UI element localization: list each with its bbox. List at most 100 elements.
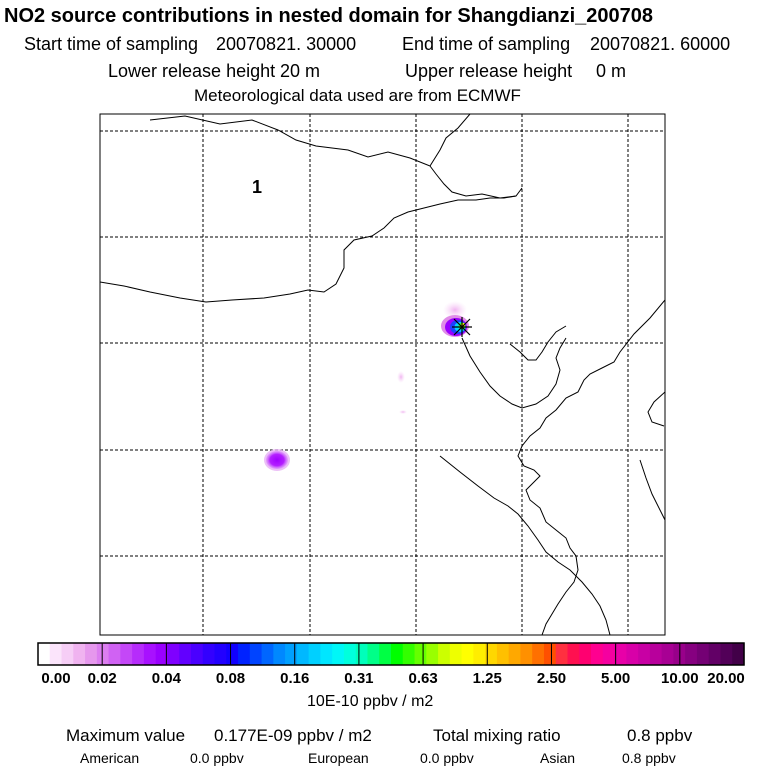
colorbar-cell (273, 643, 286, 665)
colorbar-cell (602, 643, 616, 665)
colorbar-cell (696, 643, 710, 665)
colorbar-cell (391, 643, 404, 665)
colorbar-cell (567, 643, 580, 665)
source-american-label: American (80, 750, 140, 766)
colorbar-tick-label: 2.50 (536, 670, 567, 687)
colorbar-tick-label: 0.08 (215, 670, 246, 687)
total-mixing-ratio-label: Total mixing ratio (433, 726, 561, 745)
colorbar-frame (37, 642, 745, 666)
start-time-value: 20070821. 30000 (216, 34, 357, 54)
colorbar-cell (226, 643, 239, 665)
colorbar-cells (38, 643, 745, 665)
colorbar-cell (61, 643, 74, 665)
colorbar-cell (49, 643, 63, 665)
lower-release-height-value: 20 m (280, 61, 321, 81)
colorbar-cell (73, 643, 86, 665)
colorbar-cell (179, 643, 192, 665)
colorbar-cell (343, 643, 357, 665)
colorbar-cell (402, 643, 416, 665)
colorbar-cell (543, 643, 557, 665)
colorbar-cell (685, 643, 698, 665)
colorbar-cell (555, 643, 569, 665)
colorbar-cell (379, 643, 392, 665)
colorbar-cell (202, 643, 216, 665)
colorbar-cell (285, 643, 298, 665)
colorbar-cell (38, 643, 51, 665)
colorbar-cell (190, 643, 204, 665)
colorbar-tick-label: 0.00 (41, 670, 71, 687)
colorbar-cell (296, 643, 310, 665)
colorbar-cell (520, 643, 533, 665)
colorbar-cell (414, 643, 427, 665)
source-asian-value: 0.8 ppbv (622, 750, 676, 766)
colorbar-cell (320, 643, 333, 665)
map-frame (99, 113, 666, 636)
colorbar-cell (473, 643, 486, 665)
colorbar-cell (261, 643, 274, 665)
colorbar-tick-label: 0.16 (280, 670, 310, 687)
map-borders (100, 114, 665, 635)
colorbar-tick-label: 20.00 (707, 670, 745, 687)
source-european-label: European (308, 750, 369, 766)
colorbar-cell (120, 643, 133, 665)
colorbar-cell (96, 643, 110, 665)
colorbar-cell (720, 643, 733, 665)
colorbar-cell (426, 643, 439, 665)
start-time-label: Start time of sampling (24, 34, 199, 54)
colorbar-cell (508, 643, 522, 665)
lower-release-height-label: Lower release height (108, 61, 276, 81)
colorbar-cell (591, 643, 604, 665)
colorbar-cell (132, 643, 145, 665)
colorbar-cell (461, 643, 474, 665)
meteorological-data-note: Meteorological data used are from ECMWF (194, 86, 521, 105)
source-european-value: 0.0 ppbv (420, 750, 474, 766)
colorbar-tick-label: 5.00 (601, 670, 631, 687)
colorbar-cell (496, 643, 510, 665)
colorbar-tick-label: 10.00 (661, 670, 699, 687)
colorbar-cell (214, 643, 227, 665)
colorbar-cell (108, 643, 121, 665)
end-time-label: End time of sampling (402, 34, 571, 54)
colorbar-tick-label: 0.04 (151, 670, 181, 687)
upper-release-height-label: Upper release height (405, 61, 573, 81)
colorbar-tick-label: 0.63 (408, 670, 438, 687)
source-asian-label: Asian (540, 750, 576, 766)
total-mixing-ratio-value: 0.8 ppbv (627, 726, 693, 745)
colorbar-cell (155, 643, 169, 665)
end-time-value: 20070821. 60000 (590, 34, 731, 54)
colorbar-cell (355, 643, 369, 665)
colorbar-cell (532, 643, 545, 665)
colorbar-cell (614, 643, 627, 665)
chart-title: NO2 source contributions in nested domai… (4, 5, 654, 27)
colorbar-cell (332, 643, 345, 665)
maximum-value: 0.177E-09 ppbv / m2 (214, 726, 372, 745)
colorbar-tick-label: 0.31 (344, 670, 374, 687)
colorbar-cell (485, 643, 498, 665)
colorbar-unit: 10E-10 ppbv / m2 (307, 693, 434, 710)
maximum-value-label: Maximum value (66, 726, 186, 745)
colorbar-tick-label: 1.25 (472, 670, 502, 687)
colorbar-cell (167, 643, 180, 665)
colorbar-cell (308, 643, 321, 665)
colorbar-cell (85, 643, 98, 665)
colorbar-cell (626, 643, 639, 665)
colorbar-cell (638, 643, 651, 665)
colorbar-cell (449, 643, 463, 665)
upper-release-height-value: 0 m (596, 61, 627, 81)
colorbar-cell (649, 643, 663, 665)
colorbar-cell (579, 643, 592, 665)
colorbar-cell (238, 643, 251, 665)
colorbar-cell (661, 643, 674, 665)
colorbar-cell (249, 643, 263, 665)
station-cross-icon (452, 317, 472, 337)
colorbar-cell (438, 643, 451, 665)
source-american-value: 0.0 ppbv (190, 750, 244, 766)
colorbar-cell (708, 643, 722, 665)
colorbar-cell (367, 643, 380, 665)
region-label: 1 (252, 177, 262, 197)
colorbar-cell (732, 643, 745, 665)
colorbar-cell (143, 643, 157, 665)
colorbar-tick-label: 0.02 (87, 670, 117, 687)
